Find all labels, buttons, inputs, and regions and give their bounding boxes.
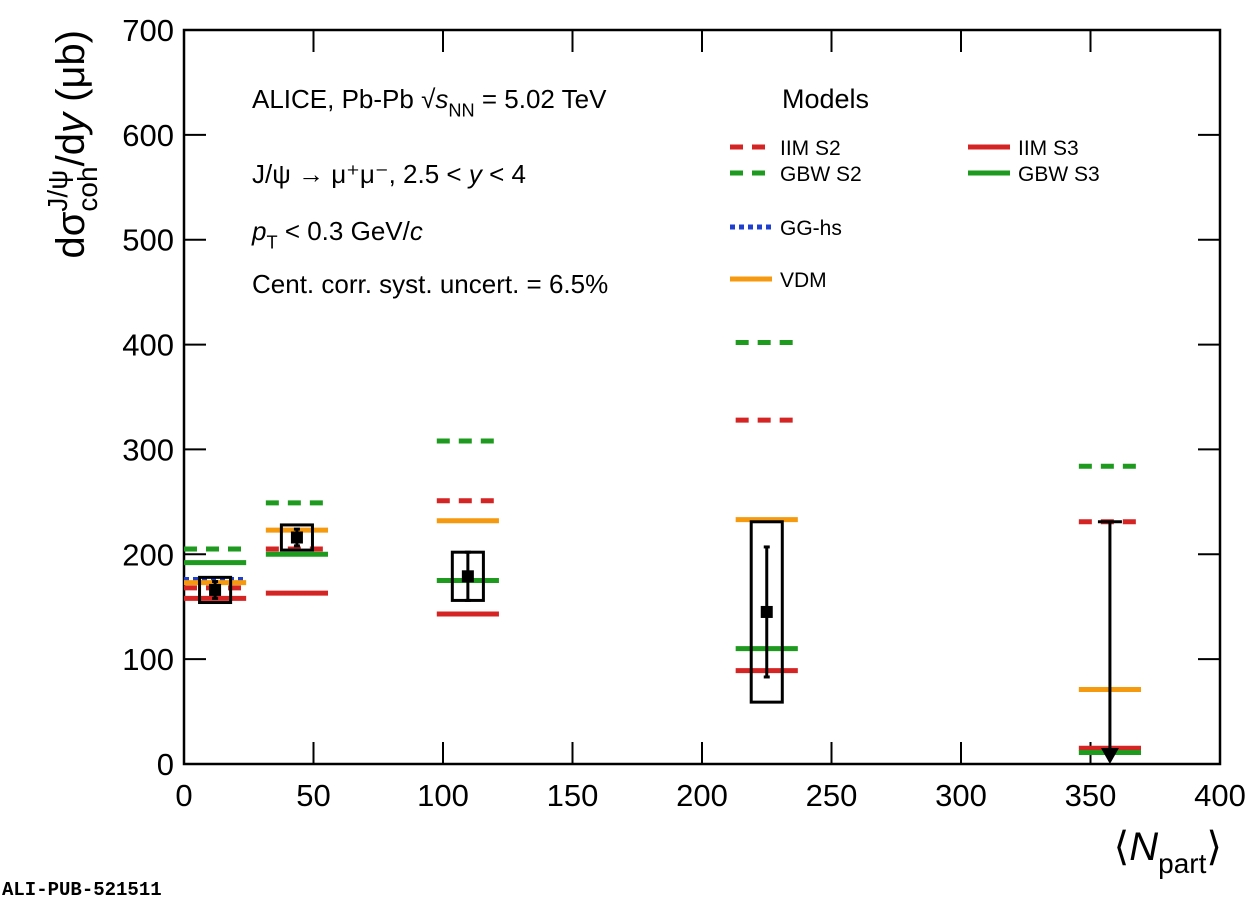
syst-box — [198, 575, 233, 605]
x-tick-label: 400 — [1194, 778, 1246, 813]
legend-label: GBW S2 — [780, 163, 862, 186]
legend-label: VDM — [780, 269, 827, 292]
x-tick-label: 250 — [806, 778, 858, 813]
text-part: NN — [448, 100, 474, 120]
data-point — [760, 605, 773, 618]
annotation: ALICE, Pb-Pb √sNN = 5.02 TeV — [252, 84, 607, 120]
legend-label: IIM S3 — [1018, 137, 1079, 160]
x-tick-label: 50 — [296, 778, 330, 813]
legend-label: GG-hs — [780, 217, 842, 240]
annotation: Cent. corr. syst. uncert. = 6.5% — [252, 269, 608, 299]
x-tick-label: 100 — [417, 778, 469, 813]
y-tick-label: 700 — [122, 13, 174, 48]
y-tick-label: 500 — [122, 223, 174, 258]
y-tick-label: 200 — [122, 537, 174, 572]
text-part: s — [435, 84, 448, 114]
text-part: J/ψ → μ⁺μ⁻, 2.5 < — [252, 159, 469, 189]
text-part: (μb) — [49, 30, 93, 113]
annotation: J/ψ → μ⁺μ⁻, 2.5 < y < 4 — [252, 159, 526, 189]
text-part: coh — [72, 166, 103, 211]
text-part: √ — [421, 84, 436, 114]
text-part: c — [410, 216, 423, 246]
text-part: Cent. corr. syst. uncert. = 6.5% — [252, 269, 608, 299]
x-tick-label: 0 — [175, 778, 192, 813]
data-point — [461, 570, 474, 583]
y-tick-label: 600 — [122, 118, 174, 153]
syst-box — [749, 520, 784, 704]
text-part: y — [49, 110, 93, 136]
annotation: pT < 0.3 GeV/c — [251, 216, 423, 252]
syst-box — [279, 523, 314, 552]
text-part: /d — [49, 133, 93, 166]
watermark: ALI-PUB-521511 — [2, 879, 162, 899]
text-part: < 4 — [482, 159, 526, 189]
upper-limit-arrow — [1100, 748, 1119, 764]
data-point — [209, 583, 222, 596]
x-tick-label: 150 — [547, 778, 599, 813]
text-part: y — [467, 159, 484, 189]
legend-label: GBW S3 — [1018, 163, 1100, 186]
y-axis-label: dσJ/ψcoh/dy (μb) — [42, 30, 103, 259]
text-part: ⟩ — [1206, 825, 1222, 869]
text-part: part — [1158, 848, 1206, 879]
legend-title: Models — [782, 84, 869, 114]
x-axis-label: ⟨Npart⟩ — [1114, 825, 1222, 879]
y-tick-label: 0 — [157, 747, 174, 782]
x-tick-label: 350 — [1065, 778, 1117, 813]
text-part: < 0.3 GeV/ — [278, 216, 411, 246]
legend-label: IIM S2 — [780, 137, 841, 160]
text-part: ⟨ — [1114, 825, 1130, 869]
text-part: ALICE, Pb-Pb — [252, 84, 421, 114]
x-tick-label: 300 — [935, 778, 987, 813]
text-part: p — [251, 216, 266, 246]
x-tick-label: 200 — [676, 778, 728, 813]
text-part: = 5.02 TeV — [475, 84, 607, 114]
text-part: dσ — [49, 211, 93, 258]
y-tick-label: 300 — [122, 432, 174, 467]
data-point — [290, 531, 303, 544]
y-tick-label: 400 — [122, 328, 174, 363]
text-part: N — [1129, 825, 1158, 869]
y-tick-label: 100 — [122, 642, 174, 677]
text-part: J/ψ — [42, 170, 73, 212]
text-part: T — [266, 232, 277, 252]
